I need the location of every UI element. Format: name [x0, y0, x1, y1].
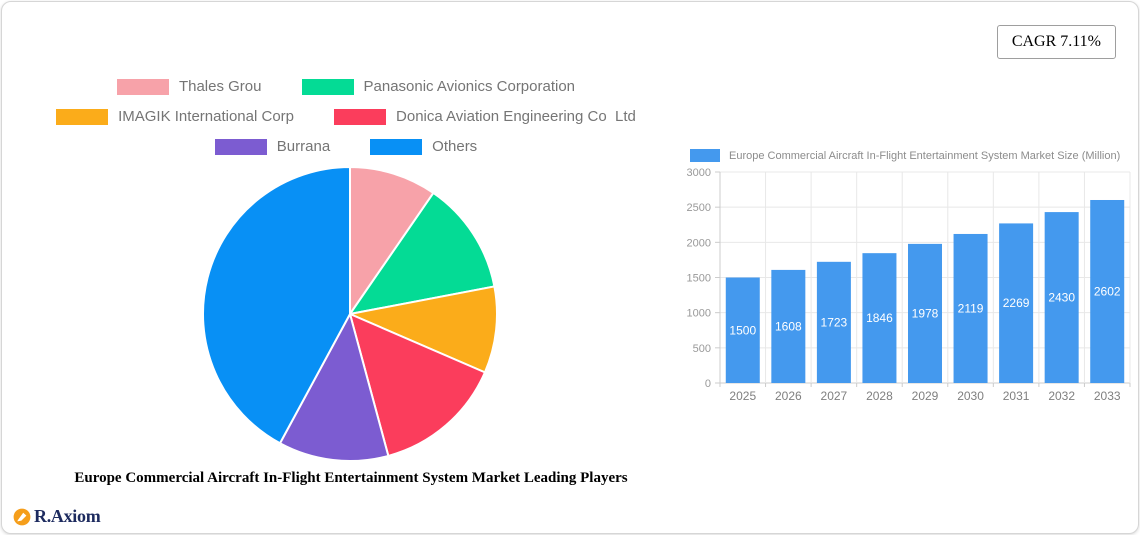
pie-slice-thales-grou[interactable]: [349, 166, 435, 315]
y-axis-tick-label: 1500: [687, 273, 711, 285]
bar-value-label: 1978: [912, 306, 939, 320]
bar-value-label: 2119: [958, 301, 984, 315]
brand-logo-text: R.Axiom: [34, 506, 101, 526]
bar-2027[interactable]: [816, 261, 851, 383]
bar-value-label: 2430: [1048, 291, 1075, 305]
legend-label: Burrana: [276, 138, 331, 155]
y-axis-tick-label: 2500: [687, 202, 711, 214]
legend-label: Thales Grou: [178, 78, 262, 95]
legend-label: Others: [432, 138, 478, 155]
x-axis-tick-label: 2030: [957, 389, 984, 403]
x-axis-tick-label: 2029: [912, 389, 939, 403]
pen-circle-icon: [13, 508, 31, 525]
pie-slice-donica-aviation-engineering-co-ltd[interactable]: [349, 313, 486, 457]
cagr-label: CAGR 7.11%: [1011, 33, 1101, 50]
legend-item-burrana[interactable]: Burrana: [214, 138, 331, 155]
legend-swatch: [116, 78, 169, 95]
legend-swatch: [214, 138, 267, 155]
bar-value-label: 2602: [1094, 284, 1121, 298]
bar-chart: Europe Commercial Aircraft In-Flight Ent…: [687, 146, 1140, 412]
legend-swatch: [334, 108, 387, 125]
cagr-badge: CAGR 7.11%: [996, 25, 1116, 59]
x-axis-tick-label: 2028: [866, 389, 893, 403]
bar-legend-item[interactable]: Europe Commercial Aircraft In-Flight Ent…: [690, 149, 1120, 162]
x-axis-tick-label: 2025: [729, 389, 756, 403]
pie-slice-burrana[interactable]: [278, 313, 390, 462]
bar-value-label: 1723: [821, 315, 848, 329]
bar-value-label: 1500: [729, 323, 756, 337]
legend-swatch: [56, 108, 109, 125]
brand-logo: R.Axiom: [13, 506, 101, 527]
bar-series-title: Europe Commercial Aircraft In-Flight Ent…: [729, 149, 1121, 162]
legend-item-thales-grou[interactable]: Thales Grou: [116, 78, 262, 95]
legend-label: Panasonic Avionics Corporation: [363, 78, 576, 95]
y-axis-tick-label: 1000: [687, 308, 711, 320]
legend-row: IMAGIK International Corp Donica Aviation…: [22, 108, 670, 125]
legend-label: Donica Aviation Engineering Co Ltd: [396, 108, 636, 125]
legend-swatch: [301, 78, 354, 95]
y-axis-tick-label: 500: [693, 343, 711, 355]
bar-value-label: 2269: [1003, 296, 1030, 310]
bar-2029[interactable]: [908, 243, 942, 383]
bar-legend-swatch: [690, 149, 720, 162]
pie-legend: Thales Grou Panasonic Avionics Corporatio…: [22, 78, 670, 155]
bar-2031[interactable]: [999, 223, 1034, 383]
legend-label: IMAGIK International Corp: [118, 108, 295, 125]
bar-svg: 0 500 1000 1500 2000 2500 3000 1500 2025 1608 2026…: [687, 167, 1131, 403]
x-axis-tick-label: 2033: [1094, 389, 1121, 403]
bar-2026[interactable]: [771, 269, 806, 383]
bar-2025[interactable]: [725, 277, 760, 384]
y-axis-tick-label: 0: [705, 378, 711, 390]
bar-2032[interactable]: [1044, 212, 1079, 383]
legend-row: Burrana Others: [22, 138, 670, 155]
bar-2030[interactable]: [953, 233, 988, 383]
bar-value-label: 1846: [866, 311, 893, 325]
pie-svg: [202, 166, 498, 462]
y-axis-tick-label: 3000: [687, 167, 711, 179]
legend-item-others[interactable]: Others: [370, 138, 477, 155]
pie-slice-others[interactable]: [202, 166, 351, 445]
legend-item-imagik-international-corp[interactable]: IMAGIK International Corp: [56, 108, 294, 125]
bar-value-label: 1608: [775, 319, 802, 333]
pie-caption: Europe Commercial Aircraft In-Flight Ent…: [74, 470, 628, 486]
pie-slice-imagik-international-corp[interactable]: [349, 285, 498, 374]
legend-item-panasonic-avionics-corporation[interactable]: Panasonic Avionics Corporation: [301, 78, 576, 95]
x-axis-tick-label: 2032: [1048, 389, 1075, 403]
x-axis-tick-label: 2027: [821, 389, 848, 403]
x-axis-tick-label: 2031: [1003, 389, 1030, 403]
y-axis-tick-label: 2000: [687, 237, 711, 249]
x-axis-tick-label: 2026: [775, 389, 802, 403]
legend-item-donica-aviation-engineering-co-ltd[interactable]: Donica Aviation Engineering Co Ltd: [334, 108, 636, 125]
pie-chart: [200, 164, 500, 464]
bar-2028[interactable]: [862, 253, 897, 383]
legend-row: Thales Grou Panasonic Avionics Corporatio…: [22, 78, 670, 95]
bar-2033[interactable]: [1090, 199, 1125, 383]
legend-swatch: [370, 138, 423, 155]
pie-slice-panasonic-avionics-corporation[interactable]: [349, 191, 496, 315]
